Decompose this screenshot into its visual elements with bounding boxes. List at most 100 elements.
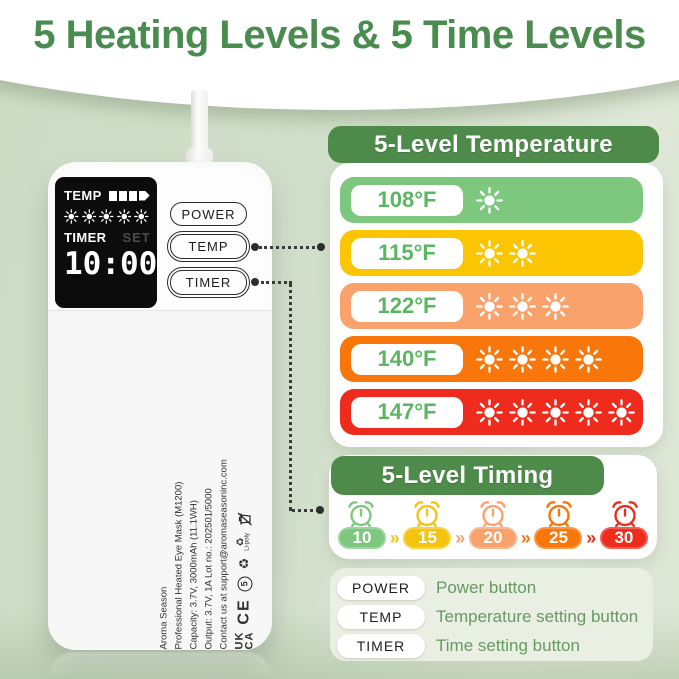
temperature-value: 122°F	[351, 290, 463, 322]
timer-connector-line-3	[292, 509, 319, 512]
sun-icon	[64, 209, 79, 224]
sun-icon	[542, 345, 569, 373]
button-legend-panel: POWER Power button TEMP Temperature sett…	[330, 568, 653, 661]
sun-icon	[476, 186, 503, 214]
temp-connector-dot-end	[317, 243, 325, 251]
timer-button[interactable]: TIMER	[167, 267, 250, 298]
li-poly-recycle-icon: ♻ Li-poly	[235, 533, 251, 551]
chevron-separator: »	[389, 528, 400, 548]
display-sun-icons	[64, 208, 149, 225]
timer-connector-dot-start	[251, 278, 259, 286]
alarm-clock-icon	[546, 501, 572, 528]
display-time-value: 10:00	[64, 246, 158, 282]
sun-icon	[476, 398, 503, 426]
temperature-row: 108°F	[340, 177, 643, 223]
legend-power-description: Power button	[436, 577, 537, 597]
chevron-separator: »	[586, 528, 597, 548]
timer-button-label: TIMER	[170, 270, 247, 295]
circled-number-mark: 5	[237, 576, 252, 592]
sun-icon	[81, 209, 97, 224]
sun-icon	[476, 345, 503, 373]
heat-level-sun-icons	[476, 186, 503, 214]
temp-level-bars-icon	[108, 190, 150, 201]
sun-icon	[509, 398, 536, 426]
alarm-clock-icon	[612, 501, 638, 528]
temperature-row: 140°F	[340, 336, 643, 382]
product-line: Professional Heated Eye Mask (M1200)	[173, 481, 185, 650]
page-title: 5 Heating Levels & 5 Time Levels	[33, 13, 646, 57]
timing-value: 30	[599, 527, 648, 549]
sun-icon	[476, 292, 503, 320]
temperature-row: 147°F	[340, 389, 643, 435]
timing-panel-title: 5-Level Timing	[331, 456, 604, 495]
temp-connector-dot-start	[251, 243, 259, 251]
legend-temp-pill: TEMP	[337, 604, 425, 629]
sun-icon	[99, 209, 114, 224]
temperature-panel-title: 5-Level Temperature	[328, 126, 659, 163]
controller-device: TEMP TIMER SET 10:00 POWER TEMP TIMER Ar…	[48, 162, 272, 650]
chevron-separator: »	[455, 528, 466, 548]
display-timer-label: TIMER	[64, 230, 107, 245]
timer-connector-line-2	[289, 283, 292, 511]
device-lower-shell	[48, 310, 272, 650]
power-cable	[191, 90, 208, 162]
sun-icon	[509, 292, 536, 320]
heat-level-sun-icons	[476, 292, 569, 320]
temperature-value: 147°F	[351, 396, 463, 428]
ukca-mark: UK CA	[233, 631, 256, 650]
certification-marks: UK CA CE 5 ♻ ♻ Li-poly	[233, 425, 256, 650]
timing-value: 20	[468, 527, 517, 549]
top-white-arc	[0, 0, 679, 110]
sun-icon	[575, 398, 602, 426]
legend-row: POWER Power button	[337, 575, 653, 600]
contact-line: Contact us at support@aromaseasoninc.com	[218, 459, 230, 650]
timer-connector-dot-end	[316, 506, 324, 514]
alarm-clock-row	[329, 499, 657, 529]
sun-icon	[608, 398, 635, 426]
sun-icon	[116, 209, 132, 224]
temperature-value: 115°F	[351, 237, 463, 269]
timing-pill-row: 10 » 15 » 20 » 25 » 30	[329, 527, 657, 549]
sun-icon	[509, 239, 536, 267]
sun-icon	[476, 239, 503, 267]
legend-row: TIMER Time setting button	[337, 633, 653, 658]
temperature-value: 140°F	[351, 343, 463, 375]
sun-icon	[542, 292, 569, 320]
timing-value: 25	[534, 527, 583, 549]
legend-timer-description: Time setting button	[436, 635, 580, 655]
sun-icon	[542, 398, 569, 426]
temp-button-label: TEMP	[170, 234, 247, 259]
legend-power-pill: POWER	[337, 575, 425, 600]
display-temp-label: TEMP	[64, 188, 102, 203]
temperature-row: 122°F	[340, 283, 643, 329]
heat-level-sun-icons	[476, 345, 602, 373]
power-button[interactable]: POWER	[170, 202, 247, 226]
alarm-clock-icon	[414, 501, 440, 528]
legend-temp-description: Temperature setting button	[436, 606, 639, 626]
heat-level-sun-icons	[476, 398, 635, 426]
green-dot-icon: ♻	[236, 557, 252, 570]
timing-value: 15	[403, 527, 452, 549]
temp-button[interactable]: TEMP	[167, 231, 250, 262]
temperature-value: 108°F	[351, 184, 463, 216]
device-reflection	[48, 652, 272, 678]
sun-icon	[509, 345, 536, 373]
capacity-line: Capacity: 3.7V, 3000mAh (11.1WH)	[188, 500, 200, 650]
legend-timer-pill: TIMER	[337, 633, 425, 658]
cable-strain-relief	[186, 148, 213, 166]
device-side-print: Aroma Season Professional Heated Eye Mas…	[157, 425, 257, 650]
heat-level-sun-icons	[476, 239, 536, 267]
alarm-clock-icon	[480, 501, 506, 528]
timing-value: 10	[338, 527, 386, 549]
temperature-row: 115°F	[340, 230, 643, 276]
sun-icon	[134, 209, 149, 224]
temperature-panel: 108°F 115°F 122°F 140°F 147°F	[330, 163, 663, 447]
legend-row: TEMP Temperature setting button	[337, 604, 653, 629]
display-set-label: SET	[122, 230, 151, 245]
brand-line: Aroma Season	[158, 586, 170, 650]
crossed-bin-icon	[237, 512, 252, 525]
ce-mark: CE	[235, 598, 253, 625]
chevron-separator: »	[520, 528, 531, 548]
timer-connector-line-1	[261, 281, 292, 284]
output-lot-line: Output: 3.7V, 1A Lot no.: 202501/5000	[203, 488, 215, 650]
